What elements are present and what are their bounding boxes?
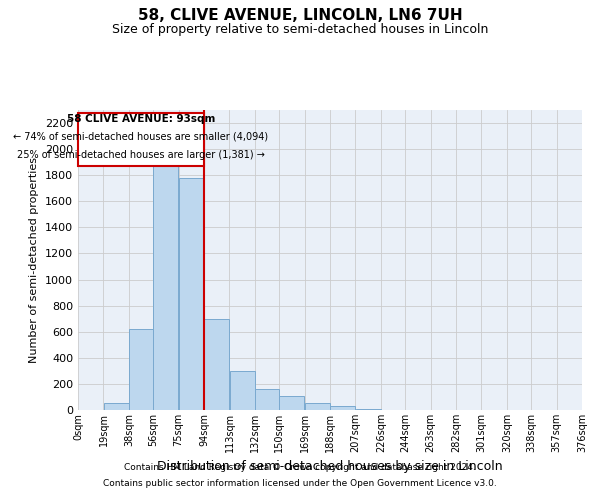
Text: 58 CLIVE AVENUE: 93sqm: 58 CLIVE AVENUE: 93sqm [67, 114, 215, 124]
X-axis label: Distribution of semi-detached houses by size in Lincoln: Distribution of semi-detached houses by … [157, 460, 503, 473]
Bar [279, 396, 304, 410]
Bar [305, 404, 330, 410]
Bar [230, 371, 255, 410]
Bar [330, 406, 355, 410]
Text: 58, CLIVE AVENUE, LINCOLN, LN6 7UH: 58, CLIVE AVENUE, LINCOLN, LN6 7UH [137, 8, 463, 22]
Y-axis label: Number of semi-detached properties: Number of semi-detached properties [29, 157, 40, 363]
Text: Contains HM Land Registry data © Crown copyright and database right 2024.: Contains HM Land Registry data © Crown c… [124, 464, 476, 472]
Bar [179, 178, 204, 410]
Text: ← 74% of semi-detached houses are smaller (4,094): ← 74% of semi-detached houses are smalle… [13, 132, 269, 141]
Bar [255, 389, 279, 410]
FancyBboxPatch shape [78, 112, 204, 166]
Text: Size of property relative to semi-detached houses in Lincoln: Size of property relative to semi-detach… [112, 22, 488, 36]
Bar [356, 408, 381, 410]
Bar [204, 318, 229, 410]
Text: Contains public sector information licensed under the Open Government Licence v3: Contains public sector information licen… [103, 478, 497, 488]
Bar [104, 404, 129, 410]
Text: 25% of semi-detached houses are larger (1,381) →: 25% of semi-detached houses are larger (… [17, 150, 265, 160]
Bar [129, 329, 153, 410]
Bar [153, 166, 178, 410]
